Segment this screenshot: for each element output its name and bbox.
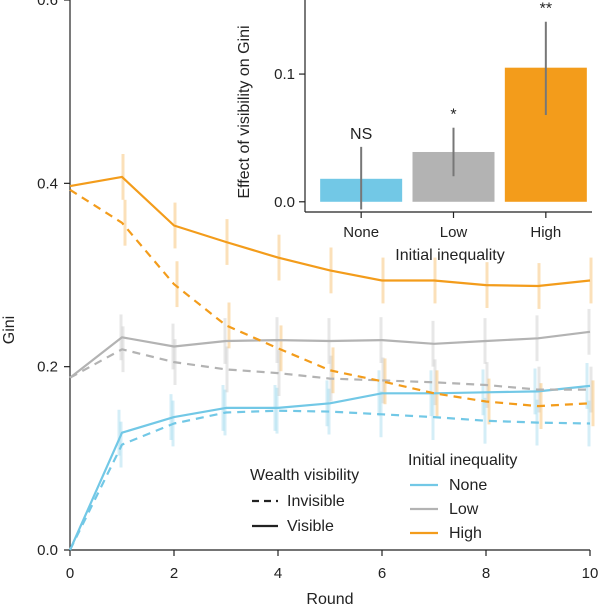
inset-y-ticks: 0.0 0.1 bbox=[274, 66, 305, 211]
main-y-tick-label: 0.6 bbox=[37, 0, 58, 9]
inset-y-tick-label: 0.0 bbox=[274, 194, 295, 211]
legend-inequality-title: Initial inequality bbox=[408, 452, 517, 469]
inset-x-axis-title: Initial inequality bbox=[395, 247, 504, 264]
legend-initial-inequality: Initial inequality None Low High bbox=[408, 452, 517, 542]
inset-y-axis-title: Effect of visibility on Gini bbox=[236, 25, 253, 198]
legend-visible-label: Visible bbox=[287, 518, 334, 535]
series-line-none-visible bbox=[68, 384, 591, 551]
main-y-tick-label: 0.2 bbox=[37, 359, 58, 376]
legend-visibility-title: Wealth visibility bbox=[250, 467, 359, 484]
main-x-tick-label: 0 bbox=[66, 565, 74, 582]
legend-none-label: None bbox=[449, 477, 487, 494]
inset-x-tick-label-low: Low bbox=[440, 224, 468, 241]
inset-significance-high: ** bbox=[540, 1, 552, 18]
inset-x-tick-label-none: None bbox=[343, 224, 379, 241]
main-x-tick-label: 4 bbox=[274, 565, 282, 582]
series-line-high-visible bbox=[69, 175, 591, 288]
legend-high-label: High bbox=[449, 525, 482, 542]
main-y-axis-title: Gini bbox=[1, 316, 18, 344]
inset-significance-low: * bbox=[450, 107, 456, 124]
legend-low-label: Low bbox=[449, 501, 479, 518]
series-line-low-invisible bbox=[69, 348, 590, 391]
inset-significance-labels: NS*** bbox=[350, 1, 552, 143]
main-x-tick-label: 2 bbox=[170, 565, 178, 582]
main-x-tick-label: 6 bbox=[378, 565, 386, 582]
series-line-none-invisible bbox=[69, 409, 591, 551]
main-y-ticks: 0.0 0.2 0.4 0.6 bbox=[37, 0, 70, 559]
inset-x-tick-label-high: High bbox=[530, 224, 561, 241]
inset-bar-chart: 0.00.1 NS*** None Low High Initial inequal… bbox=[236, 0, 600, 264]
legend-invisible-label: Invisible bbox=[287, 493, 345, 510]
main-x-tick-label: 8 bbox=[482, 565, 490, 582]
main-x-tick-label: 10 bbox=[582, 565, 599, 582]
inset-error-bars bbox=[360, 21, 547, 210]
main-series-lines bbox=[68, 175, 591, 551]
main-y-tick-label: 0.4 bbox=[37, 175, 58, 192]
main-x-axis-title: Round bbox=[306, 591, 353, 608]
main-y-tick-label: 0.0 bbox=[37, 542, 58, 559]
inset-y-tick-label: 0.1 bbox=[274, 66, 295, 83]
series-line-low-visible bbox=[69, 330, 591, 379]
legend-wealth-visibility: Wealth visibility Invisible Visible bbox=[250, 467, 359, 535]
inset-significance-none: NS bbox=[350, 126, 372, 143]
series-line-high-invisible bbox=[69, 188, 591, 408]
inset-x-ticks: None Low High bbox=[343, 212, 561, 241]
main-x-ticks: 0 2 4 6 8 10 bbox=[66, 550, 599, 582]
